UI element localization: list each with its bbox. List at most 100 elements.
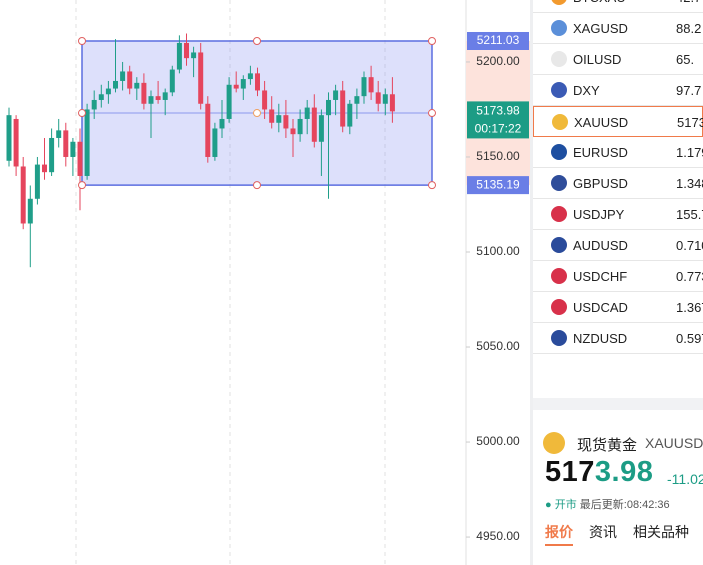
- candle-body: [269, 109, 275, 123]
- watch-row[interactable]: GBPUSD 1.348: [533, 168, 703, 199]
- separator: [533, 398, 703, 410]
- tabs: 报价 资讯 相关品种: [545, 522, 703, 546]
- row-symbol: XAUUSD: [574, 115, 629, 130]
- flag-icon: [552, 114, 568, 130]
- candle-body: [56, 130, 62, 138]
- candle-body: [219, 118, 225, 129]
- handle: [78, 36, 86, 45]
- row-price: 1.348: [676, 176, 703, 191]
- tab[interactable]: 相关品种: [633, 524, 689, 540]
- symbol: XAUUSD: [645, 435, 703, 451]
- candle-body: [354, 96, 360, 104]
- candle-body: [34, 164, 40, 199]
- price-tag: [467, 176, 529, 195]
- watch-row[interactable]: USDCAD 1.367: [533, 292, 703, 323]
- handle: [78, 109, 86, 118]
- row-symbol: DXY: [573, 83, 600, 98]
- row-price: 0.773: [676, 269, 703, 284]
- handle: [428, 109, 436, 118]
- divider: [530, 0, 533, 565]
- handle: [253, 36, 261, 45]
- watch-row[interactable]: AUDUSD 0.710: [533, 230, 703, 261]
- candle-body: [127, 71, 133, 89]
- flag-icon: [551, 0, 567, 5]
- row-symbol: AUDUSD: [573, 238, 628, 253]
- row-symbol: USDJPY: [573, 207, 625, 222]
- countdown: 00:17:22: [475, 122, 522, 136]
- watch-row[interactable]: USDJPY 155.7: [533, 199, 703, 230]
- row-price: 0.710: [676, 238, 703, 253]
- flag-icon: [551, 144, 567, 160]
- candle-body: [205, 103, 211, 157]
- watch-row[interactable]: XAGUSD 88.2: [533, 13, 703, 44]
- updated: 最后更新:08:42:36: [579, 499, 670, 511]
- y-tick-label: 5000.00: [476, 434, 520, 448]
- candle-body: [105, 88, 111, 95]
- price-tag-label: 5211.03: [477, 33, 520, 47]
- y-tick-label: 5150.00: [476, 149, 520, 163]
- row-symbol: GBPUSD: [573, 176, 628, 191]
- flag-icon: [551, 206, 567, 222]
- tab[interactable]: 报价: [545, 524, 573, 546]
- candle-body: [304, 107, 310, 119]
- candle-body: [148, 96, 154, 104]
- candle-body: [247, 73, 253, 80]
- row-price: 1.367: [676, 300, 703, 315]
- chart: 5200.00 5150.00 5100.00 5050.00 5000.00 4950.…: [6, 0, 530, 565]
- candle-body: [98, 94, 104, 100]
- candle-body: [70, 141, 76, 157]
- candle-body: [13, 118, 19, 167]
- watch-row[interactable]: EURUSD 1.179: [533, 137, 703, 168]
- watch-row[interactable]: XAUUSD 5173: [533, 106, 703, 137]
- handle: [78, 181, 86, 190]
- handle: [428, 181, 436, 190]
- candle-body: [42, 164, 47, 173]
- watch-row[interactable]: DXY 97.7: [533, 75, 703, 106]
- watch-row[interactable]: OILUSD 65.: [533, 44, 703, 75]
- watch-row[interactable]: BTCXAU 42.7: [533, 0, 703, 13]
- row-symbol: NZDUSD: [573, 331, 628, 346]
- price-tag-label: 5173.98: [476, 104, 520, 118]
- candle-body: [113, 80, 118, 89]
- y-tick-label: 5200.00: [476, 54, 520, 68]
- candle-body: [347, 103, 353, 127]
- candle-body: [283, 115, 289, 129]
- y-tick-label: 4950.00: [476, 529, 520, 543]
- flag-icon: [551, 82, 567, 98]
- center-handle: [253, 109, 261, 118]
- flag-icon: [551, 51, 567, 67]
- candle-body: [276, 115, 282, 123]
- candle-body: [382, 94, 388, 104]
- price-tag: [467, 31, 529, 50]
- watch-row[interactable]: USDCHF 0.773: [533, 261, 703, 292]
- candle-body: [375, 92, 381, 104]
- tab[interactable]: 资讯: [589, 524, 617, 540]
- flag-icon: [551, 20, 567, 36]
- handle: [253, 181, 261, 190]
- candle-body: [77, 141, 83, 176]
- detail-panel: 现货黄金 XAUUSD 5173.98 -11.02 ● 开市 最后更新:08:…: [533, 410, 703, 565]
- row-symbol: USDCHF: [573, 269, 628, 284]
- candle-body: [240, 79, 246, 89]
- candle-body: [141, 82, 147, 104]
- price-tag-label: 5135.19: [476, 177, 520, 191]
- candle-body: [6, 115, 12, 161]
- candle-body: [198, 52, 204, 104]
- row-symbol: EURUSD: [573, 145, 628, 160]
- candle-body: [226, 84, 232, 119]
- candle-body: [389, 94, 395, 112]
- price: 5173.98: [545, 456, 654, 488]
- name: 现货黄金: [577, 437, 638, 454]
- candle-body: [49, 137, 55, 173]
- y-tick-label: 5050.00: [476, 339, 520, 353]
- price-tag: [467, 101, 529, 139]
- watch-row[interactable]: NZDUSD 0.597: [533, 323, 703, 354]
- candle-body: [318, 115, 324, 142]
- candle-body: [27, 198, 33, 224]
- flag-icon: [551, 237, 567, 253]
- candle-body: [20, 166, 26, 224]
- candle-body: [255, 73, 260, 91]
- candle-body: [262, 90, 268, 110]
- row-symbol: USDCAD: [573, 300, 628, 315]
